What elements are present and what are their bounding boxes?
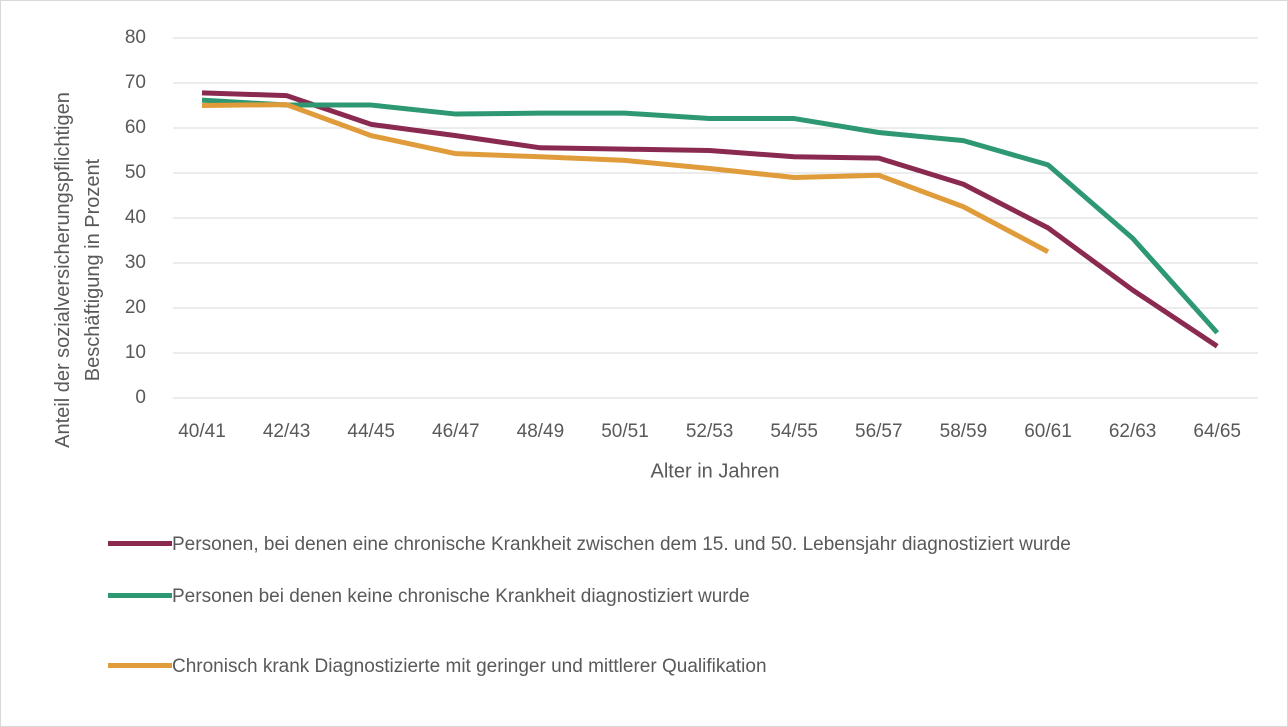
x-tick-label: 46/47 xyxy=(432,421,480,442)
y-tick-label: 10 xyxy=(125,342,146,363)
x-tick-label: 40/41 xyxy=(178,421,226,442)
legend-entry: Personen, bei denen eine chronische Kran… xyxy=(108,530,1218,560)
x-tick-label: 52/53 xyxy=(686,421,734,442)
legend-label: Personen, bei denen eine chronische Kran… xyxy=(172,534,1071,555)
x-tick-label: 60/61 xyxy=(1024,421,1072,442)
legend: Personen, bei denen eine chronische Kran… xyxy=(108,530,1218,704)
y-tick-label: 80 xyxy=(125,27,146,48)
y-tick-label: 50 xyxy=(125,162,146,183)
x-tick-label: 58/59 xyxy=(940,421,988,442)
legend-label: Personen bei denen keine chronische Kran… xyxy=(172,586,750,607)
x-tick-label: 48/49 xyxy=(517,421,565,442)
y-tick-label: 70 xyxy=(125,72,146,93)
y-axis-title: Anteil der sozialversicherungspflichtige… xyxy=(52,92,104,448)
legend-swatch xyxy=(108,593,172,598)
legend-entry: Chronisch krank Diagnostizierte mit geri… xyxy=(108,652,1218,682)
series-line xyxy=(201,90,1219,349)
legend-swatch xyxy=(108,541,172,546)
x-tick-label: 44/45 xyxy=(347,421,395,442)
series-line xyxy=(201,102,1050,254)
y-tick-label: 40 xyxy=(125,207,146,228)
x-tick-label: 50/51 xyxy=(601,421,649,442)
x-axis-title: Alter in Jahren xyxy=(651,460,780,482)
legend-swatch xyxy=(108,663,172,668)
x-tick-label: 64/65 xyxy=(1193,421,1241,442)
series-line xyxy=(201,97,1220,335)
y-tick-label: 60 xyxy=(125,117,146,138)
y-tick-label: 20 xyxy=(125,297,146,318)
legend-label: Chronisch krank Diagnostizierte mit geri… xyxy=(172,656,767,677)
x-tick-label: 42/43 xyxy=(263,421,311,442)
x-tick-label: 56/57 xyxy=(855,421,903,442)
y-tick-label: 0 xyxy=(135,387,146,408)
legend-entry: Personen bei denen keine chronische Kran… xyxy=(108,582,1218,612)
y-tick-label: 30 xyxy=(125,252,146,273)
x-tick-label: 62/63 xyxy=(1109,421,1157,442)
x-tick-label: 54/55 xyxy=(770,421,818,442)
